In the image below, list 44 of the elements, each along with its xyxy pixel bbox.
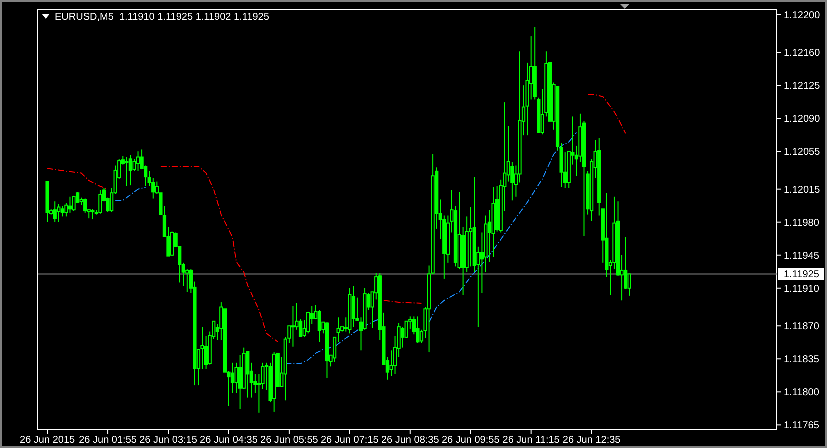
x-tick-label: 26 Jun 09:55 bbox=[442, 435, 500, 446]
y-tick-label: 1.11835 bbox=[784, 354, 820, 366]
ref-line-label: 1.11925 bbox=[784, 270, 820, 281]
y-tick-label: 1.12200 bbox=[784, 10, 821, 22]
x-tick-label: 26 Jun 01:55 bbox=[79, 435, 138, 446]
y-tick-label: 1.12055 bbox=[784, 147, 821, 158]
y-tick-label: 1.11910 bbox=[784, 284, 820, 295]
x-tick-label: 26 Jun 11:15 bbox=[502, 435, 560, 446]
x-tick-label: 26 Jun 2015 bbox=[20, 435, 76, 446]
candlestick bbox=[200, 326, 204, 370]
candlestick bbox=[128, 154, 133, 186]
candlestick bbox=[628, 274, 632, 296]
candlestick bbox=[57, 204, 61, 223]
y-tick-label: 1.11870 bbox=[784, 322, 820, 333]
y-tick-label: 1.11800 bbox=[784, 388, 820, 399]
y-tick-label: 1.12160 bbox=[784, 48, 821, 60]
x-tick-label: 26 Jun 12:35 bbox=[562, 435, 622, 446]
candlestick bbox=[53, 201, 57, 223]
candlestick bbox=[318, 310, 322, 343]
y-tick-label: 1.12090 bbox=[784, 114, 821, 126]
candlestick bbox=[136, 151, 140, 172]
candlestick bbox=[238, 354, 242, 410]
candlestick bbox=[291, 306, 296, 348]
candlestick bbox=[98, 190, 102, 214]
candlestick bbox=[170, 231, 174, 257]
candlestick bbox=[68, 196, 72, 214]
y-tick-label: 1.11945 bbox=[784, 250, 820, 262]
candlestick bbox=[72, 195, 76, 212]
candlestick bbox=[125, 156, 129, 188]
x-tick-label: 26 Jun 07:15 bbox=[321, 435, 380, 446]
chart-title: EURUSD,M5 1.11910 1.11925 1.11902 1.11925 bbox=[55, 12, 270, 23]
x-tick-label: 26 Jun 03:15 bbox=[140, 435, 198, 446]
y-tick-label: 1.11980 bbox=[784, 218, 820, 229]
y-tick-label: 1.11765 bbox=[784, 420, 820, 432]
x-tick-label: 26 Jun 05:55 bbox=[260, 435, 319, 446]
candlestick bbox=[246, 351, 250, 398]
candlestick bbox=[352, 286, 356, 328]
candlestick bbox=[234, 362, 238, 394]
candlestick bbox=[91, 208, 95, 220]
candlestick bbox=[416, 316, 420, 344]
x-tick-label: 26 Jun 08:35 bbox=[381, 435, 440, 446]
y-tick-label: 1.12015 bbox=[784, 184, 821, 196]
x-tick-label: 26 Jun 04:35 bbox=[200, 435, 258, 446]
y-tick-label: 1.12125 bbox=[784, 81, 821, 92]
